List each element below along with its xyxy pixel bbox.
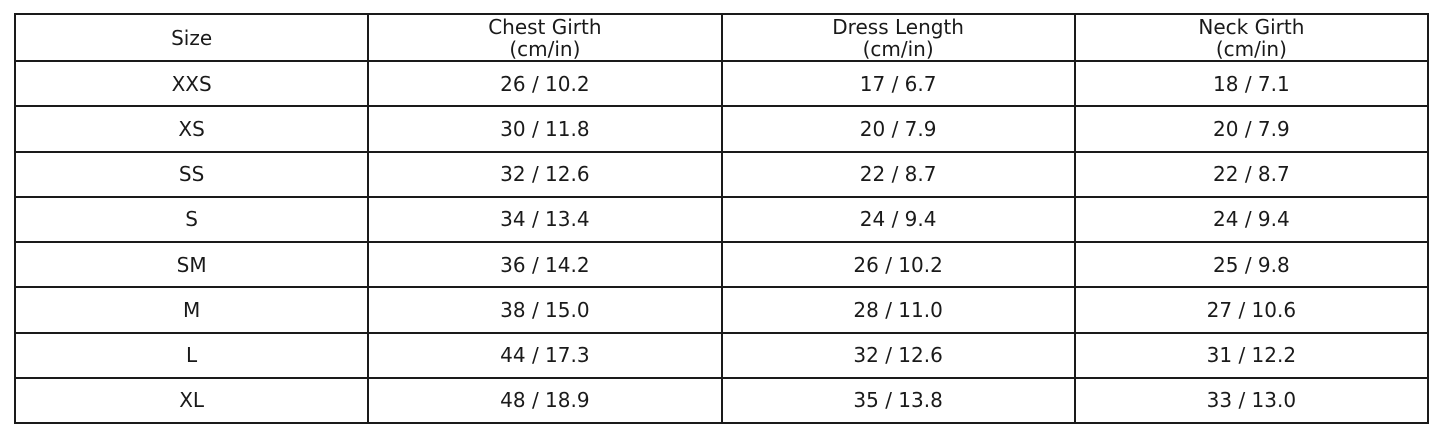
column-unit: (cm/in) [862,36,934,61]
size-cell: XS [13,105,370,153]
table-row: XS 30 / 11.8 20 / 7.9 20 / 7.9 [13,105,1430,153]
column-title: Dress Length [832,14,964,39]
column-unit: (cm/in) [509,36,581,61]
size-cell: XXS [13,59,370,108]
column-header-dress-length: Dress Length (cm/in) [720,13,1076,62]
column-header-size: Size [13,13,370,62]
dress-length-cell: 17 / 6.7 [720,59,1076,108]
dress-length-cell: 22 / 8.7 [720,150,1076,198]
size-cell: XL [13,376,370,425]
table-row: SM 36 / 14.2 26 / 10.2 25 / 9.8 [13,240,1430,289]
dress-length-cell: 26 / 10.2 [720,240,1076,289]
neck-girth-cell: 22 / 8.7 [1073,150,1430,198]
chest-girth-cell: 48 / 18.9 [367,376,723,425]
chest-girth-cell: 44 / 17.3 [367,331,723,379]
column-title: Neck Girth [1198,14,1305,39]
neck-girth-cell: 20 / 7.9 [1073,105,1430,153]
dress-length-cell: 24 / 9.4 [720,195,1076,244]
column-header-chest-girth: Chest Girth (cm/in) [367,13,723,62]
chest-girth-cell: 36 / 14.2 [367,240,723,289]
neck-girth-cell: 25 / 9.8 [1073,240,1430,289]
dress-length-cell: 32 / 12.6 [720,331,1076,379]
dress-length-cell: 35 / 13.8 [720,376,1076,425]
column-title: Size [171,25,213,50]
neck-girth-cell: 24 / 9.4 [1073,195,1430,244]
neck-girth-cell: 27 / 10.6 [1073,286,1430,334]
neck-girth-cell: 18 / 7.1 [1073,59,1430,108]
size-cell: L [13,331,370,379]
table-row: L 44 / 17.3 32 / 12.6 31 / 12.2 [13,331,1430,379]
table-row: XL 48 / 18.9 35 / 13.8 33 / 13.0 [13,376,1430,425]
table-header: Size Chest Girth (cm/in) Dress Length (c… [13,13,1430,62]
table-body: XXS 26 / 10.2 17 / 6.7 18 / 7.1 XS 30 / … [13,59,1430,425]
column-unit: (cm/in) [1215,36,1287,61]
size-cell: SS [13,150,370,198]
column-title: Chest Girth [488,14,602,39]
header-row: Size Chest Girth (cm/in) Dress Length (c… [13,13,1430,62]
table-row: M 38 / 15.0 28 / 11.0 27 / 10.6 [13,286,1430,334]
chest-girth-cell: 38 / 15.0 [367,286,723,334]
size-cell: SM [13,240,370,289]
dress-length-cell: 28 / 11.0 [720,286,1076,334]
neck-girth-cell: 31 / 12.2 [1073,331,1430,379]
table-row: XXS 26 / 10.2 17 / 6.7 18 / 7.1 [13,59,1430,108]
size-chart-table: Size Chest Girth (cm/in) Dress Length (c… [13,13,1430,425]
table-row: SS 32 / 12.6 22 / 8.7 22 / 8.7 [13,150,1430,198]
chest-girth-cell: 34 / 13.4 [367,195,723,244]
chest-girth-cell: 30 / 11.8 [367,105,723,153]
chest-girth-cell: 26 / 10.2 [367,59,723,108]
dress-length-cell: 20 / 7.9 [720,105,1076,153]
table-row: S 34 / 13.4 24 / 9.4 24 / 9.4 [13,195,1430,244]
size-chart-container: Size Chest Girth (cm/in) Dress Length (c… [13,13,1430,425]
column-header-neck-girth: Neck Girth (cm/in) [1073,13,1430,62]
size-cell: M [13,286,370,334]
chest-girth-cell: 32 / 12.6 [367,150,723,198]
size-cell: S [13,195,370,244]
neck-girth-cell: 33 / 13.0 [1073,376,1430,425]
